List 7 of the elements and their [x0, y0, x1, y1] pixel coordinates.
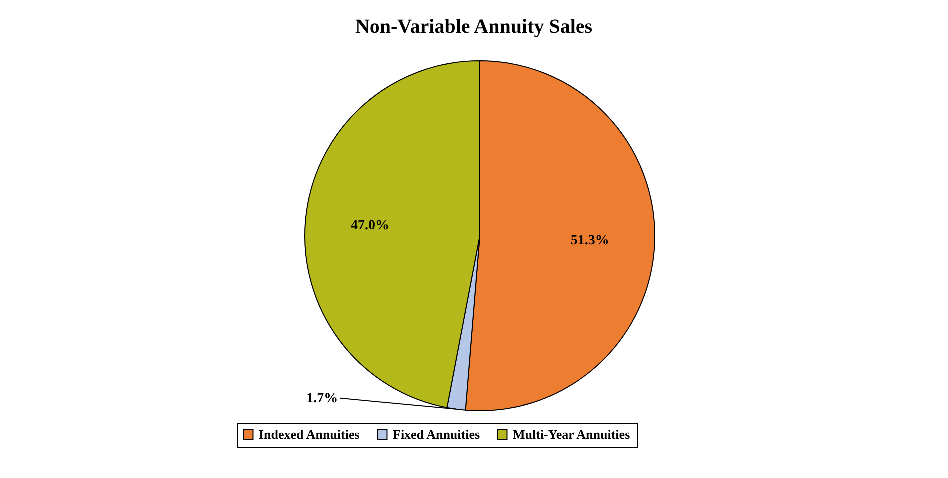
data-label: 47.0%: [350, 218, 390, 234]
data-label: 51.3%: [570, 234, 610, 248]
data-label: 1.7%: [306, 391, 338, 406]
chart-title: Non-Variable Annuity Sales: [355, 16, 593, 38]
legend-label: Fixed Annuities: [393, 426, 480, 442]
legend-label: Indexed Annuities: [259, 426, 360, 442]
legend-label: Multi-Year Annuities: [513, 426, 630, 442]
